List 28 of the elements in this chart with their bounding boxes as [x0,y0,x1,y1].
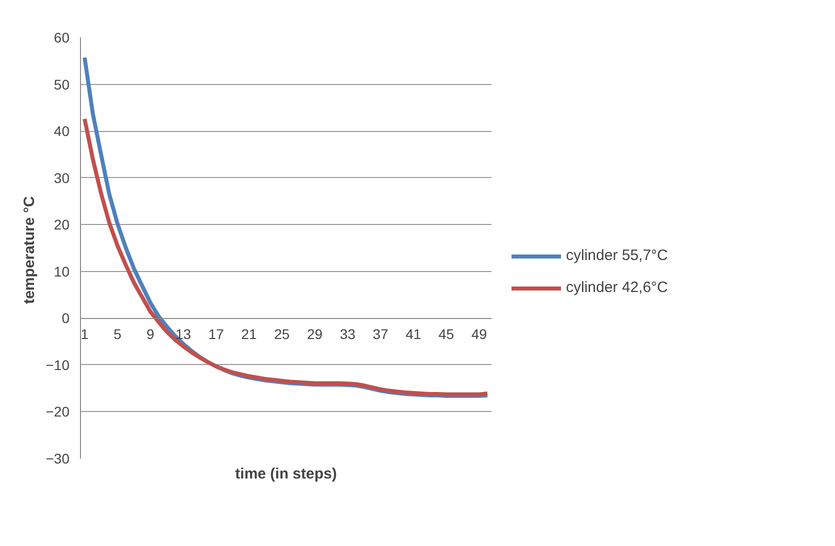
y-tick-label: 20 [54,216,70,233]
x-axis-title: time (in steps) [235,466,337,482]
x-tick-label: 13 [175,326,192,342]
x-tick-label: 5 [114,326,122,342]
y-tick-label: 50 [54,76,70,92]
y-axis-title: temperature °C [20,196,38,304]
x-tick-label: 29 [306,326,323,342]
y-tick-label: −30 [46,450,70,466]
x-tick-label: 9 [146,326,154,342]
x-tick-label: 41 [406,326,422,342]
y-tick-label: 0 [62,310,70,326]
legend-label: cylinder 55,7°C [566,247,668,264]
x-tick-label: 45 [438,326,454,342]
x-tick-label: 49 [471,326,488,342]
x-tick-label: 1 [80,326,89,342]
y-tick-label: 60 [54,30,70,46]
x-tick-label: 25 [274,326,290,342]
line-series [82,116,490,396]
y-tick-label: 40 [54,123,70,140]
x-tick-label: 37 [372,326,389,342]
legend-label: cylinder 42,6°C [566,279,668,296]
x-tick-label: 21 [241,326,258,342]
y-tick-label: 30 [54,170,70,186]
y-tick-label: −10 [46,356,70,373]
x-tick-label: 33 [340,326,356,342]
y-tick-label: 10 [54,263,70,280]
x-tick-label: 17 [208,326,224,342]
y-tick-label: −20 [46,404,70,420]
